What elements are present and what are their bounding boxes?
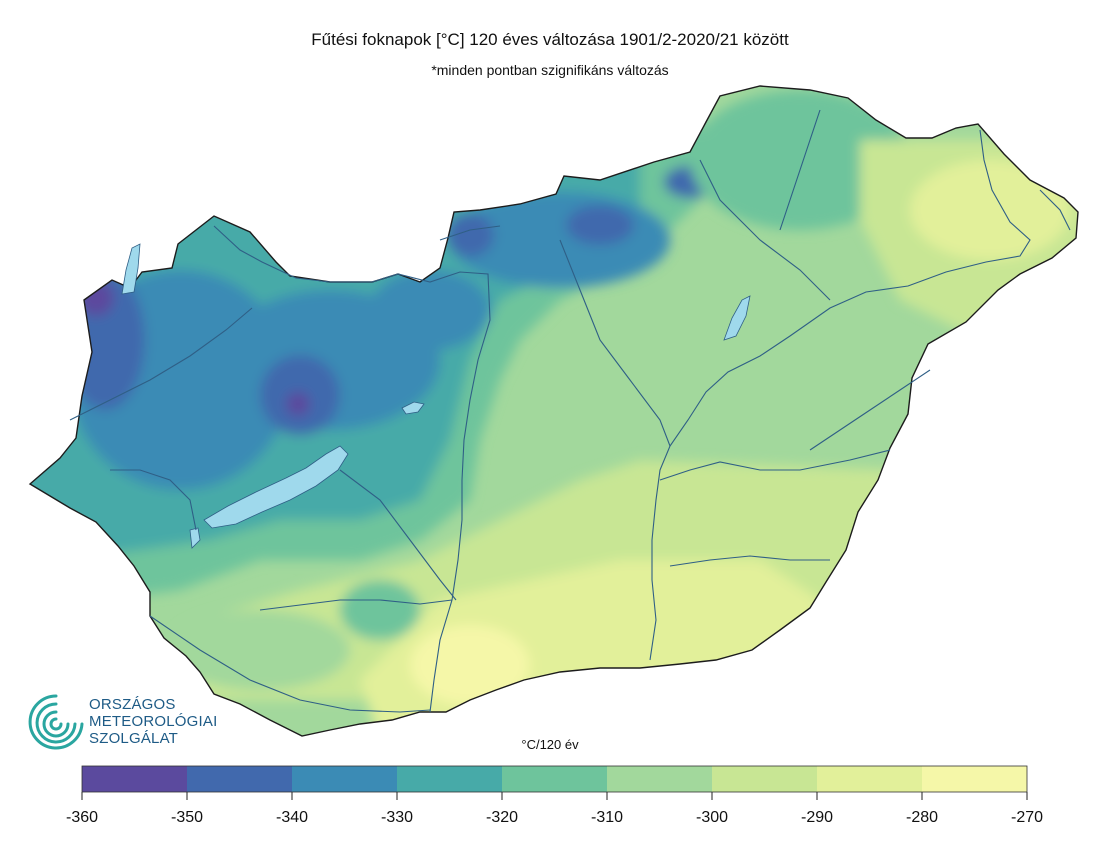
river-ipoly [439,225,501,241]
river-maros [669,555,830,567]
field-zone-300-sw [170,610,350,690]
lake-balaton [203,445,349,529]
legend-swatch [817,766,922,792]
legend-swatch [187,766,292,792]
legend-swatch [292,766,397,792]
map-subtitle: *minden pontban szignifikáns változás [431,62,669,78]
legend-unit-label: °C/120 év [521,737,579,752]
field-zone-270-s [410,625,530,705]
river-kapos [259,599,453,611]
river-szamos [1039,189,1071,231]
legend-tick-label: -350 [171,809,203,826]
field-zone-340-d [370,270,490,350]
field-zone-360-b [286,392,310,416]
legend-tick-label: -290 [801,809,833,826]
legend-swatch [82,766,187,792]
river-sajo [699,159,831,301]
logo-line-1: ORSZÁGOS [89,696,176,713]
logo-line-2: METEOROLÓGIAI [89,713,218,730]
field-zone-350-c [566,205,634,245]
legend-swatch [502,766,607,792]
field-zone-320-ne [690,90,910,230]
legend-swatch [712,766,817,792]
river-raba [69,307,253,421]
river-zagyva [559,239,671,447]
river-danube [213,225,491,713]
legend-swatch [397,766,502,792]
legend-tick-label: -320 [486,809,518,826]
lake-tisza [723,295,751,341]
river-hernad [779,109,821,231]
color-legend: -360 -350 -340 -330 -320 -310 -300 -290 -280 -270 [66,765,1043,826]
river-koros [659,449,891,481]
legend-tick-label: -280 [906,809,938,826]
legend-swatch [607,766,712,792]
lake-velence [401,401,425,415]
omsz-spiral-logo-icon [28,694,84,750]
logo-line-3: SZOLGÁLAT [89,730,179,747]
field-zone-280-ne [910,160,1070,260]
river-berettyo [809,369,931,451]
rivers [69,109,1071,713]
legend-tick-label: -300 [696,809,728,826]
legend-tick-label: -340 [276,809,308,826]
legend-tick-label: -270 [1011,809,1043,826]
omsz-logo: ORSZÁGOS METEOROLÓGIAI SZOLGÁLAT [26,688,256,758]
field-zone-360-a [78,280,114,316]
heat-field [30,86,1078,736]
legend-frame [81,765,1028,793]
legend-tick-label: -310 [591,809,623,826]
river-tisza [649,129,1031,661]
river-drava [149,615,431,713]
river-zala [110,469,197,531]
river-sio [339,469,457,601]
map-title: Fűtési foknapok [°C] 120 éves változása … [311,30,789,49]
field-zone-350-d [446,213,494,257]
hungary-map [29,85,1079,737]
legend-tick-label: -360 [66,809,98,826]
legend-swatch [922,766,1027,792]
field-zone-310-sw [340,580,420,640]
legend-tick-label: -330 [381,809,413,826]
lake-ferto [121,243,141,295]
